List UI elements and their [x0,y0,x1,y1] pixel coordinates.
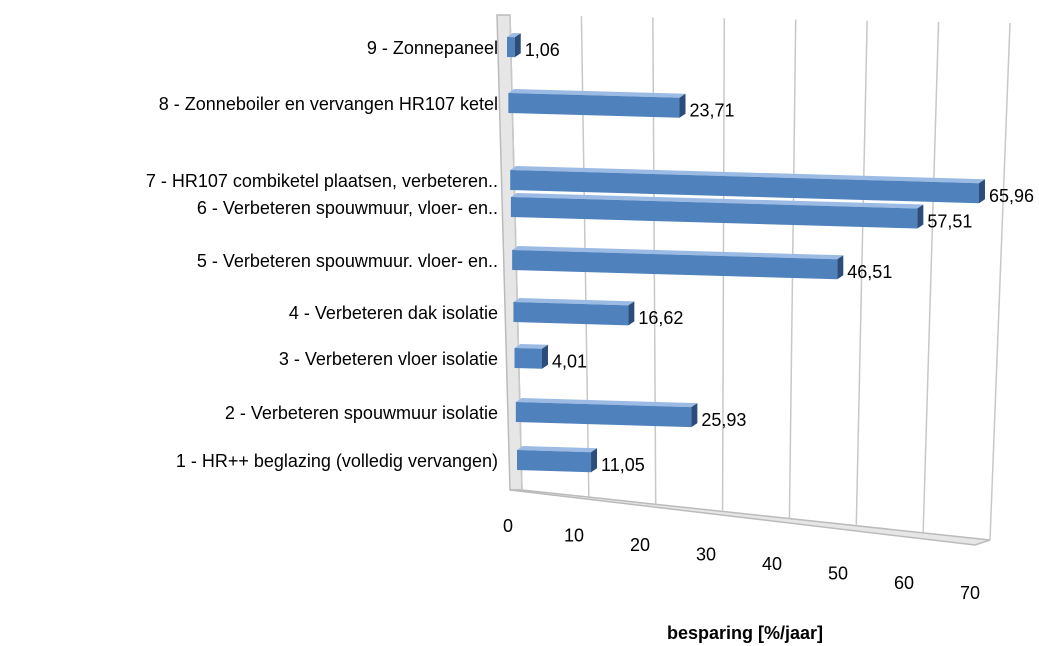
category-label: 4 - Verbeteren dak isolatie [289,303,498,323]
bar [510,193,924,229]
bar-top [513,298,635,306]
value-label: 16,62 [638,308,683,328]
value-label: 11,05 [601,455,645,475]
x-tick-label: 30 [696,544,716,564]
bar-end [541,344,548,369]
bar-front [515,402,692,428]
bar-top [508,89,686,98]
bar-front [514,348,542,369]
bar-top [510,193,924,209]
bar-end [628,301,635,326]
bar [512,246,844,280]
x-tick-label: 10 [564,525,584,545]
bar-end [679,93,686,118]
category-label: 9 - Zonnepaneel [367,38,498,58]
bar-end [691,403,698,428]
value-label: 1,06 [525,40,560,60]
bar [515,398,698,428]
x-tick-label: 70 [960,583,980,603]
value-label: 57,51 [927,211,972,231]
bar [507,33,521,58]
grid-line [989,22,1011,541]
bar [517,446,598,473]
bar [513,298,635,326]
chart-walls [496,14,991,546]
bar-front [512,250,838,280]
category-label: 1 - HR++ beglazing (volledig vervangen) [176,451,498,471]
x-axis-title: besparing [%/jaar] [667,623,823,643]
bar-end [978,179,985,204]
bar-end [514,33,521,58]
bar-top [507,33,521,38]
category-label: 2 - Verbeteren spouwmuur isolatie [225,403,498,423]
bar-front [517,450,592,473]
category-label: 7 - HR107 combiketel plaatsen, verbetere… [146,171,498,191]
category-label: 5 - Verbeteren spouwmuur. vloer- en.. [197,251,498,271]
category-label: 6 - Verbeteren spouwmuur, vloer- en.. [197,198,498,218]
bar-end [917,204,924,229]
grid-line [922,21,940,533]
bar-top [512,246,844,260]
value-label: 65,96 [989,186,1034,206]
bar-top [510,166,985,184]
x-tick-label: 50 [828,564,848,584]
bar-front [507,37,515,58]
x-tick-label: 40 [762,554,782,574]
bar-end [837,255,844,280]
bar-front [513,302,629,326]
bar-top [515,398,698,408]
bar [508,89,686,118]
value-label: 23,71 [690,100,735,120]
value-label: 46,51 [847,262,892,282]
bar-top [517,446,598,453]
value-label: 25,93 [701,410,746,430]
bar-front [508,93,680,118]
x-tick-label: 20 [630,535,650,555]
x-tick-label: 0 [503,516,513,536]
bar-front [510,170,979,204]
grid-line [855,20,868,526]
category-label: 8 - Zonneboiler en vervangen HR107 ketel [159,94,498,114]
x-tick-label: 60 [894,573,914,593]
bar-front [510,197,918,229]
category-label: 3 - Verbeteren vloer isolatie [279,349,498,369]
value-label: 4,01 [552,352,587,372]
bar-top [514,344,548,349]
bar [514,344,548,369]
bar-end [591,448,598,473]
bar [510,166,985,204]
